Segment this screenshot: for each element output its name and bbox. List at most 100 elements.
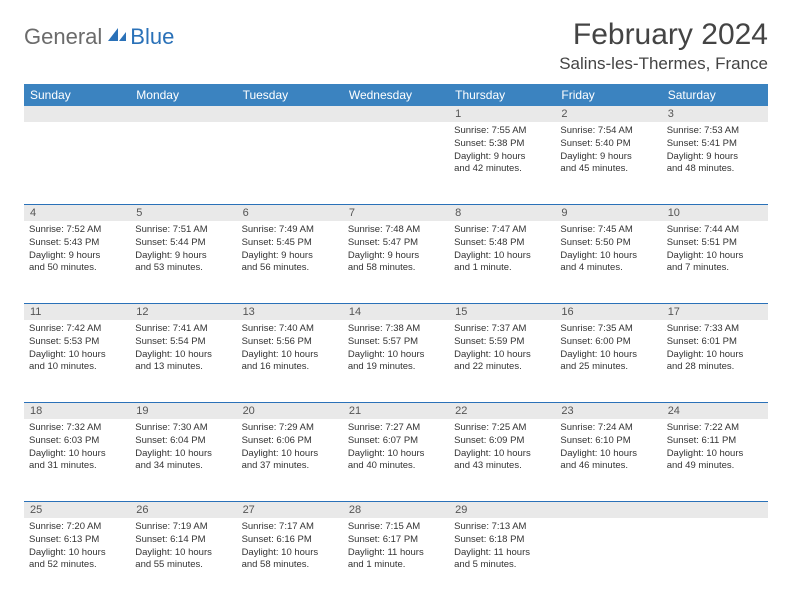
sunrise-text: Sunrise: 7:24 AM: [560, 422, 656, 435]
day-cell: Sunrise: 7:53 AMSunset: 5:41 PMDaylight:…: [662, 122, 768, 204]
daylight-text: and 37 minutes.: [242, 460, 338, 473]
daylight-text: and 58 minutes.: [348, 262, 444, 275]
sunset-text: Sunset: 5:56 PM: [242, 336, 338, 349]
daynum-row: 2526272829: [24, 502, 768, 518]
daylight-text: and 5 minutes.: [454, 559, 550, 572]
sunset-text: Sunset: 5:41 PM: [667, 138, 763, 151]
day-header-row: Sunday Monday Tuesday Wednesday Thursday…: [24, 84, 768, 106]
day-cell: Sunrise: 7:22 AMSunset: 6:11 PMDaylight:…: [662, 419, 768, 501]
daylight-text: and 1 minute.: [454, 262, 550, 275]
sunset-text: Sunset: 5:45 PM: [242, 237, 338, 250]
daylight-text: and 25 minutes.: [560, 361, 656, 374]
sunrise-text: Sunrise: 7:30 AM: [135, 422, 231, 435]
day-number: [555, 502, 661, 518]
day-cell: Sunrise: 7:15 AMSunset: 6:17 PMDaylight:…: [343, 518, 449, 600]
day-number: [662, 502, 768, 518]
daylight-text: and 53 minutes.: [135, 262, 231, 275]
daynum-row: 123: [24, 106, 768, 122]
daylight-text: and 42 minutes.: [454, 163, 550, 176]
day-cell: Sunrise: 7:24 AMSunset: 6:10 PMDaylight:…: [555, 419, 661, 501]
day-cell: Sunrise: 7:51 AMSunset: 5:44 PMDaylight:…: [130, 221, 236, 303]
title-block: February 2024 Salins-les-Thermes, France: [559, 18, 768, 74]
day-number: [343, 106, 449, 122]
day-number: 28: [343, 502, 449, 518]
sunrise-text: Sunrise: 7:25 AM: [454, 422, 550, 435]
sunset-text: Sunset: 6:13 PM: [29, 534, 125, 547]
day-number: 1: [449, 106, 555, 122]
day-number: 11: [24, 304, 130, 320]
day-cell: Sunrise: 7:19 AMSunset: 6:14 PMDaylight:…: [130, 518, 236, 600]
header: General Blue February 2024 Salins-les-Th…: [24, 18, 768, 74]
sunrise-text: Sunrise: 7:49 AM: [242, 224, 338, 237]
day-number: 26: [130, 502, 236, 518]
daylight-text: Daylight: 10 hours: [242, 349, 338, 362]
sunrise-text: Sunrise: 7:32 AM: [29, 422, 125, 435]
day-cell: Sunrise: 7:47 AMSunset: 5:48 PMDaylight:…: [449, 221, 555, 303]
location: Salins-les-Thermes, France: [559, 54, 768, 74]
day-number: 16: [555, 304, 661, 320]
sunset-text: Sunset: 5:54 PM: [135, 336, 231, 349]
week-row: Sunrise: 7:20 AMSunset: 6:13 PMDaylight:…: [24, 518, 768, 600]
day-number: 21: [343, 403, 449, 419]
day-header: Wednesday: [343, 84, 449, 106]
day-number: 17: [662, 304, 768, 320]
daylight-text: and 7 minutes.: [667, 262, 763, 275]
daylight-text: and 10 minutes.: [29, 361, 125, 374]
sunrise-text: Sunrise: 7:27 AM: [348, 422, 444, 435]
sunrise-text: Sunrise: 7:29 AM: [242, 422, 338, 435]
day-cell: Sunrise: 7:29 AMSunset: 6:06 PMDaylight:…: [237, 419, 343, 501]
logo: General Blue: [24, 18, 174, 50]
sunset-text: Sunset: 5:50 PM: [560, 237, 656, 250]
day-cell: [237, 122, 343, 204]
day-cell: Sunrise: 7:20 AMSunset: 6:13 PMDaylight:…: [24, 518, 130, 600]
sunrise-text: Sunrise: 7:20 AM: [29, 521, 125, 534]
sunrise-text: Sunrise: 7:35 AM: [560, 323, 656, 336]
daylight-text: and 45 minutes.: [560, 163, 656, 176]
day-cell: Sunrise: 7:42 AMSunset: 5:53 PMDaylight:…: [24, 320, 130, 402]
day-cell: [130, 122, 236, 204]
day-number: 5: [130, 205, 236, 221]
sunrise-text: Sunrise: 7:51 AM: [135, 224, 231, 237]
day-cell: Sunrise: 7:40 AMSunset: 5:56 PMDaylight:…: [237, 320, 343, 402]
daynum-row: 18192021222324: [24, 403, 768, 419]
sunset-text: Sunset: 6:06 PM: [242, 435, 338, 448]
day-cell: Sunrise: 7:49 AMSunset: 5:45 PMDaylight:…: [237, 221, 343, 303]
day-number: 7: [343, 205, 449, 221]
day-cell: [24, 122, 130, 204]
daylight-text: Daylight: 10 hours: [29, 547, 125, 560]
daylight-text: and 52 minutes.: [29, 559, 125, 572]
sunrise-text: Sunrise: 7:40 AM: [242, 323, 338, 336]
sunrise-text: Sunrise: 7:13 AM: [454, 521, 550, 534]
sunset-text: Sunset: 5:44 PM: [135, 237, 231, 250]
sunrise-text: Sunrise: 7:41 AM: [135, 323, 231, 336]
daylight-text: and 22 minutes.: [454, 361, 550, 374]
day-cell: Sunrise: 7:35 AMSunset: 6:00 PMDaylight:…: [555, 320, 661, 402]
daylight-text: Daylight: 10 hours: [348, 349, 444, 362]
daylight-text: and 19 minutes.: [348, 361, 444, 374]
sunset-text: Sunset: 6:01 PM: [667, 336, 763, 349]
daylight-text: Daylight: 10 hours: [560, 250, 656, 263]
day-number: 9: [555, 205, 661, 221]
sunset-text: Sunset: 5:57 PM: [348, 336, 444, 349]
sunrise-text: Sunrise: 7:44 AM: [667, 224, 763, 237]
daylight-text: Daylight: 10 hours: [667, 349, 763, 362]
day-header: Tuesday: [237, 84, 343, 106]
day-cell: Sunrise: 7:44 AMSunset: 5:51 PMDaylight:…: [662, 221, 768, 303]
sunset-text: Sunset: 5:48 PM: [454, 237, 550, 250]
daylight-text: Daylight: 10 hours: [667, 250, 763, 263]
logo-text-general: General: [24, 24, 102, 50]
sunrise-text: Sunrise: 7:45 AM: [560, 224, 656, 237]
sunset-text: Sunset: 6:04 PM: [135, 435, 231, 448]
daylight-text: Daylight: 10 hours: [29, 349, 125, 362]
day-header: Saturday: [662, 84, 768, 106]
daylight-text: Daylight: 10 hours: [242, 547, 338, 560]
day-cell: Sunrise: 7:48 AMSunset: 5:47 PMDaylight:…: [343, 221, 449, 303]
daylight-text: Daylight: 9 hours: [560, 151, 656, 164]
day-number: 3: [662, 106, 768, 122]
daylight-text: Daylight: 10 hours: [454, 250, 550, 263]
sunset-text: Sunset: 5:43 PM: [29, 237, 125, 250]
calendar: Sunday Monday Tuesday Wednesday Thursday…: [24, 84, 768, 600]
day-number: 27: [237, 502, 343, 518]
daylight-text: Daylight: 10 hours: [560, 349, 656, 362]
daylight-text: and 40 minutes.: [348, 460, 444, 473]
